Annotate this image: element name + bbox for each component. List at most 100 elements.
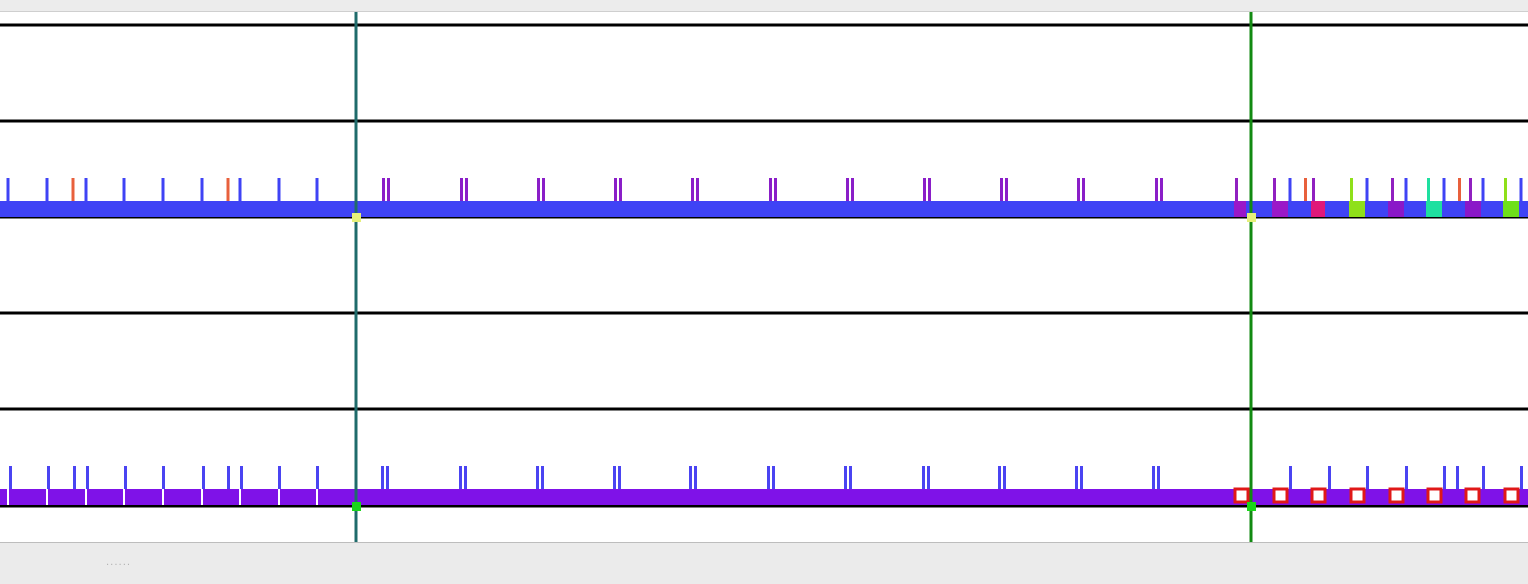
event-tick[interactable] [1000, 178, 1003, 201]
event-square[interactable] [1233, 487, 1250, 504]
event-square[interactable] [1388, 487, 1405, 504]
event-tick[interactable] [1458, 178, 1461, 201]
event-tick[interactable] [1082, 178, 1085, 201]
event-tick[interactable] [1312, 178, 1315, 201]
event-segment[interactable] [1426, 201, 1442, 217]
event-tick[interactable] [1289, 466, 1292, 489]
event-tick[interactable] [202, 466, 205, 489]
event-tick[interactable] [1288, 178, 1292, 201]
event-tick[interactable] [846, 178, 849, 201]
event-tick[interactable] [227, 466, 230, 489]
event-tick[interactable] [238, 178, 242, 201]
event-tick[interactable] [86, 466, 89, 489]
event-tick[interactable] [998, 466, 1001, 489]
event-tick[interactable] [1152, 466, 1155, 489]
event-tick[interactable] [1365, 178, 1369, 201]
event-segment[interactable] [1272, 201, 1288, 217]
event-tick[interactable] [774, 178, 777, 201]
event-segment[interactable] [1311, 201, 1325, 217]
event-tick[interactable] [1504, 178, 1507, 201]
event-tick[interactable] [9, 466, 12, 489]
event-segment[interactable] [1349, 201, 1365, 217]
event-tick[interactable] [928, 178, 931, 201]
event-tick[interactable] [689, 466, 692, 489]
timeline-view[interactable] [0, 12, 1528, 543]
event-tick[interactable] [849, 466, 852, 489]
event-tick[interactable] [1481, 178, 1485, 201]
event-tick[interactable] [1157, 466, 1160, 489]
event-tick[interactable] [73, 466, 76, 489]
event-segment[interactable] [1388, 201, 1404, 217]
event-tick[interactable] [1235, 178, 1238, 201]
track-bar-2[interactable] [0, 489, 1528, 505]
event-tick[interactable] [6, 178, 10, 201]
event-tick[interactable] [1005, 178, 1008, 201]
event-tick[interactable] [1077, 178, 1080, 201]
marker-handle[interactable] [352, 213, 361, 222]
event-tick[interactable] [161, 178, 165, 201]
marker-handle[interactable] [1247, 502, 1256, 511]
event-tick[interactable] [927, 466, 930, 489]
marker-handle[interactable] [1247, 213, 1256, 222]
event-tick[interactable] [1328, 466, 1331, 489]
event-tick[interactable] [1405, 466, 1408, 489]
event-tick[interactable] [922, 466, 925, 489]
event-tick[interactable] [315, 178, 319, 201]
event-tick[interactable] [45, 178, 49, 201]
event-tick[interactable] [614, 178, 617, 201]
event-tick[interactable] [844, 466, 847, 489]
event-tick[interactable] [1456, 466, 1459, 489]
event-tick[interactable] [767, 466, 770, 489]
event-tick[interactable] [1366, 466, 1369, 489]
event-tick[interactable] [1519, 178, 1523, 201]
event-tick[interactable] [618, 466, 621, 489]
event-tick[interactable] [1075, 466, 1078, 489]
event-tick[interactable] [162, 466, 165, 489]
event-square[interactable] [1272, 487, 1289, 504]
event-tick[interactable] [1482, 466, 1485, 489]
event-tick[interactable] [613, 466, 616, 489]
resize-grip[interactable]: ...... [106, 557, 132, 568]
event-tick[interactable] [1304, 178, 1307, 201]
event-tick[interactable] [316, 466, 319, 489]
event-tick[interactable] [1442, 178, 1446, 201]
event-tick[interactable] [537, 178, 540, 201]
event-tick[interactable] [382, 178, 385, 201]
track-bar-1[interactable] [0, 201, 1528, 217]
event-tick[interactable] [460, 178, 463, 201]
event-tick[interactable] [240, 466, 243, 489]
event-tick[interactable] [71, 178, 75, 201]
event-tick[interactable] [694, 466, 697, 489]
event-tick[interactable] [769, 178, 772, 201]
event-tick[interactable] [381, 466, 384, 489]
event-tick[interactable] [923, 178, 926, 201]
event-tick[interactable] [1469, 178, 1472, 201]
event-square[interactable] [1464, 487, 1481, 504]
event-tick[interactable] [1160, 178, 1163, 201]
event-tick[interactable] [277, 178, 281, 201]
event-square[interactable] [1310, 487, 1327, 504]
event-tick[interactable] [465, 178, 468, 201]
event-tick[interactable] [851, 178, 854, 201]
event-tick[interactable] [1443, 466, 1446, 489]
event-square[interactable] [1349, 487, 1366, 504]
event-tick[interactable] [1003, 466, 1006, 489]
event-tick[interactable] [278, 466, 281, 489]
event-tick[interactable] [1520, 466, 1523, 489]
event-segment[interactable] [1503, 201, 1519, 217]
event-tick[interactable] [691, 178, 694, 201]
event-tick[interactable] [1427, 178, 1430, 201]
event-tick[interactable] [542, 178, 545, 201]
event-tick[interactable] [1080, 466, 1083, 489]
event-tick[interactable] [200, 178, 204, 201]
event-tick[interactable] [47, 466, 50, 489]
event-tick[interactable] [1273, 178, 1276, 201]
marker-handle[interactable] [352, 502, 361, 511]
event-tick[interactable] [1404, 178, 1408, 201]
event-tick[interactable] [459, 466, 462, 489]
event-tick[interactable] [226, 178, 230, 201]
event-tick[interactable] [124, 466, 127, 489]
event-square[interactable] [1426, 487, 1443, 504]
event-tick[interactable] [1350, 178, 1353, 201]
event-tick[interactable] [464, 466, 467, 489]
